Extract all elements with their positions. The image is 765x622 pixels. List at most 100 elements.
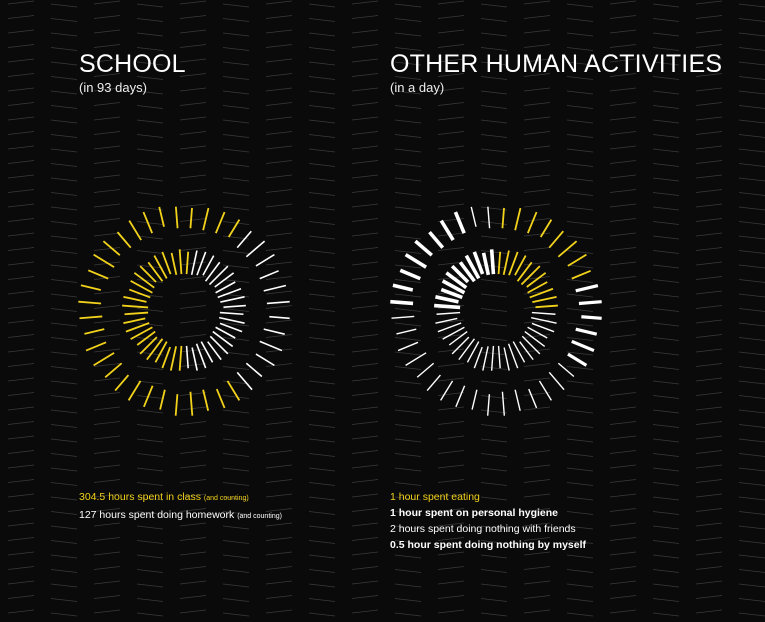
pattern-dash (609, 392, 637, 396)
pattern-dash (265, 174, 293, 179)
pattern-dash (351, 58, 379, 63)
pattern-dash (695, 116, 723, 121)
other-legend: 1 hour spent eating 1 hour spent on pers… (390, 489, 586, 553)
pattern-dash (566, 525, 594, 530)
pattern-dash (265, 290, 293, 295)
school-ring-diagram (78, 206, 290, 416)
pattern-dash (222, 134, 250, 138)
pattern-dash (394, 453, 422, 457)
pattern-dash (136, 134, 164, 138)
pattern-dash (480, 293, 508, 298)
pattern-dash (394, 583, 422, 588)
pattern-dash (265, 595, 293, 599)
homework-tick (223, 304, 246, 308)
pattern-dash (222, 250, 250, 254)
pattern-dash (222, 366, 250, 370)
school-subtitle: (in 93 days) (79, 80, 147, 95)
pattern-dash (308, 134, 336, 138)
pattern-dash (652, 134, 680, 138)
other-ring-diagram (390, 206, 602, 416)
pattern-dash (437, 464, 465, 469)
class-tick (158, 206, 165, 227)
pattern-dash (652, 279, 680, 283)
pattern-dash (7, 479, 35, 483)
pattern-dash (652, 583, 680, 588)
pattern-dash (50, 76, 78, 80)
pattern-dash (609, 189, 637, 193)
homework-tick (236, 230, 252, 249)
pattern-dash (136, 148, 164, 153)
pattern-dash (566, 424, 594, 428)
pattern-dash (738, 322, 765, 327)
pattern-dash (222, 322, 250, 327)
pattern-dash (265, 566, 293, 570)
pattern-dash (265, 218, 293, 222)
pattern-dash (136, 235, 164, 240)
pattern-dash (480, 496, 508, 501)
pattern-dash (222, 453, 250, 457)
friends-tick (391, 315, 415, 319)
friends-tick (538, 380, 552, 401)
pattern-dash (308, 366, 336, 370)
pattern-dash (351, 261, 379, 266)
pattern-dash (50, 250, 78, 254)
pattern-dash (695, 160, 723, 164)
pattern-dash (265, 58, 293, 63)
pattern-dash (523, 595, 551, 599)
pattern-dash (351, 363, 379, 367)
pattern-dash (50, 569, 78, 573)
pattern-dash (179, 319, 207, 324)
pattern-dash (609, 174, 637, 179)
class-tick (79, 315, 103, 320)
homework-tick (208, 265, 229, 286)
pattern-dash (93, 319, 121, 324)
pattern-dash (480, 525, 508, 530)
pattern-dash (566, 76, 594, 80)
class-tick (154, 341, 168, 363)
pattern-dash (523, 0, 551, 5)
pattern-dash (308, 598, 336, 602)
pattern-dash (136, 192, 164, 196)
pattern-dash (7, 392, 35, 396)
pattern-dash (136, 163, 164, 167)
pattern-dash (179, 493, 207, 498)
pattern-dash (566, 279, 594, 283)
pattern-dash (480, 351, 508, 356)
pattern-dash (609, 435, 637, 440)
pattern-dash (136, 308, 164, 312)
pattern-dash (738, 540, 765, 544)
pattern-dash (136, 395, 164, 399)
pattern-dash (437, 261, 465, 266)
pattern-dash (179, 551, 207, 556)
pattern-dash (652, 612, 680, 617)
pattern-dash (265, 508, 293, 512)
class-tick (178, 345, 183, 371)
pattern-dash (308, 337, 336, 341)
school-title: SCHOOL (79, 50, 186, 78)
pattern-dash (50, 61, 78, 66)
pattern-dash (652, 496, 680, 501)
pattern-dash (351, 247, 379, 251)
pattern-dash (695, 363, 723, 367)
pattern-dash (394, 163, 422, 167)
hygiene-tick (404, 253, 428, 269)
pattern-dash (394, 511, 422, 515)
pattern-dash (394, 32, 422, 37)
pattern-dash (480, 105, 508, 109)
pattern-dash (523, 276, 551, 280)
pattern-dash (394, 293, 422, 298)
pattern-dash (308, 235, 336, 240)
eating-tick (571, 269, 591, 280)
pattern-dash (136, 32, 164, 37)
pattern-dash (609, 73, 637, 77)
pattern-dash (738, 32, 765, 37)
class-tick (130, 280, 153, 294)
pattern-dash (50, 32, 78, 37)
pattern-dash (136, 438, 164, 443)
pattern-dash (609, 464, 637, 469)
pattern-dash (136, 554, 164, 559)
pattern-dash (265, 15, 293, 19)
pattern-dash (523, 218, 551, 222)
pattern-dash (523, 174, 551, 179)
